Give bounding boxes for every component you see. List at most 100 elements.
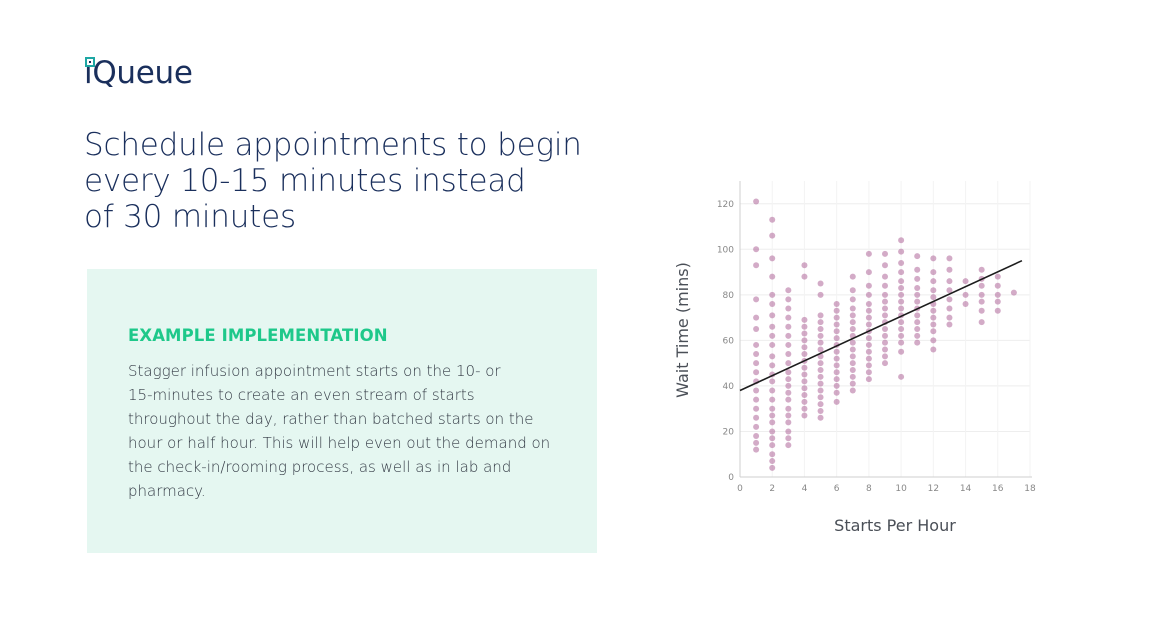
data-point [817, 332, 824, 339]
scatter-chart-svg: 0 20 40 60 80 100 120 0 2 4 6 8 10 12 14 16 18 Starts Pe… [673, 181, 1036, 535]
data-point [833, 348, 840, 355]
data-point [769, 353, 776, 360]
example-panel-line: Stagger infusion appointment starts on t… [128, 362, 501, 380]
data-point [930, 255, 937, 262]
x-tick-label: 0 [737, 484, 743, 494]
data-point [785, 360, 792, 367]
data-point [769, 458, 776, 465]
example-panel-title: EXAMPLE IMPLEMENTATION [128, 326, 388, 345]
data-point [914, 291, 921, 298]
data-point [914, 312, 921, 319]
data-point [817, 339, 824, 346]
data-point [914, 266, 921, 273]
data-point [817, 387, 824, 394]
data-point [769, 419, 776, 426]
data-point [769, 341, 776, 348]
example-panel-line: throughout the day, rather than batched … [128, 410, 534, 428]
data-point [769, 255, 776, 262]
brand-name: iQueue [84, 55, 193, 91]
page-title-line: Schedule appointments to begin [84, 127, 582, 163]
data-point [978, 298, 985, 305]
data-point [994, 298, 1001, 305]
data-point [801, 412, 808, 419]
data-point [753, 433, 760, 440]
data-point [801, 262, 808, 269]
data-point [946, 287, 953, 294]
data-point [817, 326, 824, 332]
data-point [865, 376, 872, 383]
data-point [978, 307, 985, 314]
data-point [865, 321, 872, 328]
data-point [865, 250, 872, 257]
data-point [785, 428, 792, 435]
example-panel-line: 15-minutes to create an even stream of s… [128, 386, 475, 404]
data-point [898, 237, 905, 244]
data-point [882, 353, 888, 360]
data-point [801, 405, 808, 412]
data-point [769, 362, 776, 369]
example-panel: EXAMPLE IMPLEMENTATION Stagger infusion … [87, 269, 597, 553]
data-point [898, 285, 905, 292]
x-tick-label: 4 [802, 484, 808, 494]
data-point [930, 328, 937, 335]
data-point [898, 278, 905, 285]
data-point [817, 380, 824, 387]
data-point [769, 232, 776, 239]
data-point [833, 382, 840, 389]
data-point [753, 198, 760, 205]
data-point [849, 380, 856, 387]
example-panel-body: Stagger infusion appointment starts on t… [128, 359, 578, 503]
example-panel-line: hour or half hour. This will help even o… [128, 434, 551, 452]
data-point [849, 312, 856, 319]
data-point [753, 351, 760, 358]
data-point [769, 332, 776, 339]
data-point [785, 369, 792, 376]
y-tick-label: 80 [723, 291, 735, 301]
data-point [914, 319, 921, 326]
data-point [849, 319, 856, 326]
data-point [865, 307, 872, 314]
example-panel-line: pharmacy. [128, 482, 206, 500]
data-point [785, 341, 792, 348]
data-point [849, 387, 856, 394]
data-point [1010, 289, 1017, 296]
data-point [930, 269, 937, 276]
data-point [882, 346, 888, 353]
data-point [817, 280, 824, 287]
data-point [898, 348, 905, 355]
data-point [833, 355, 840, 362]
data-point [801, 323, 808, 330]
y-tick-label: 0 [728, 473, 734, 483]
x-tick-label: 2 [769, 484, 775, 494]
data-point [898, 305, 905, 312]
logo-square-icon [85, 57, 95, 67]
y-tick-label: 120 [717, 200, 734, 210]
data-point [914, 339, 921, 346]
data-point [946, 278, 953, 285]
data-point [898, 319, 905, 326]
data-point [898, 326, 905, 332]
data-point [769, 216, 776, 223]
data-point [882, 291, 888, 298]
data-point [753, 360, 760, 367]
data-point [849, 353, 856, 360]
data-point [930, 287, 937, 294]
data-point [817, 401, 824, 408]
data-point [994, 273, 1001, 280]
data-point [785, 296, 792, 303]
data-point [962, 291, 969, 298]
data-point [833, 362, 840, 369]
data-point [914, 253, 921, 260]
data-point [753, 405, 760, 412]
data-point [769, 428, 776, 435]
page-title-line: of 30 minutes [84, 199, 296, 235]
data-point [817, 394, 824, 401]
data-point [882, 273, 888, 280]
data-point [833, 314, 840, 321]
data-point [946, 305, 953, 312]
data-point [753, 369, 760, 376]
data-point [849, 360, 856, 367]
data-point [769, 435, 776, 442]
data-point [833, 369, 840, 376]
data-point [817, 319, 824, 326]
